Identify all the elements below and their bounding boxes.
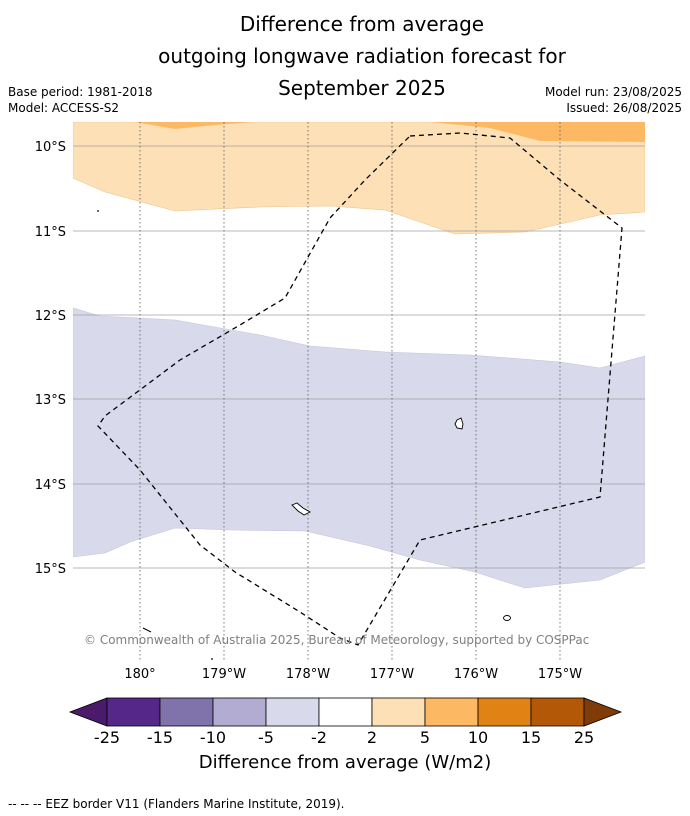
- lon-gridlines: [139, 122, 561, 660]
- lat-label-15s: 15°S: [35, 562, 66, 577]
- colorbar-segment-pos5: [424, 697, 479, 727]
- model-run: Model run: 23/08/2025: [544, 85, 682, 99]
- colorbar-segment-neg5: [265, 697, 320, 727]
- colorbar-tick: -25: [94, 728, 120, 747]
- lat-label-11s: 11°S: [35, 225, 66, 240]
- colorbar-tick: 10: [468, 728, 488, 747]
- meta-right: Model run: 23/08/2025 Issued: 26/08/2025: [545, 84, 682, 116]
- lon-label-176w: 176°W: [454, 667, 498, 682]
- negative-anomaly-region: [73, 307, 645, 589]
- meta-left: Base period: 1981-2018 Model: ACCESS-S2: [8, 84, 153, 116]
- island-koro: [454, 417, 464, 430]
- colorbar-segment-pos2: [371, 697, 426, 727]
- lon-label-179w: 179°W: [202, 667, 246, 682]
- positive-anomaly-light-region: [73, 122, 645, 235]
- colorbar-tick: -10: [200, 728, 226, 747]
- issued-date: Issued: 26/08/2025: [566, 101, 682, 115]
- colorbar-segment-pos15: [530, 697, 585, 727]
- colorbar-tick: 5: [420, 728, 430, 747]
- copyright-notice: © Commonwealth of Australia 2025, Bureau…: [84, 633, 590, 647]
- colorbar-ticks: -25 -15 -10 -5 -2 2 5 10 15 25: [94, 728, 594, 747]
- islet-northwest: [97, 210, 99, 212]
- title-line-3: September 2025: [278, 76, 446, 100]
- colorbar-segment-pos10: [477, 697, 532, 727]
- colorbar-segment-neg25: [106, 697, 161, 727]
- islet-south: [211, 658, 213, 660]
- title-line-1: Difference from average: [239, 12, 485, 36]
- lon-label-180: 180°: [124, 667, 155, 682]
- lat-label-10s: 10°S: [35, 140, 66, 155]
- lon-label-175w: 175°W: [538, 667, 582, 682]
- lat-labels: 10°S 11°S 12°S 13°S 14°S 15°S: [35, 140, 66, 577]
- colorbar-tick: 15: [521, 728, 541, 747]
- island-east: [503, 615, 511, 621]
- lat-label-12s: 12°S: [35, 309, 66, 324]
- colorbar-segment-neg15: [159, 697, 214, 727]
- lat-label-14s: 14°S: [35, 478, 66, 493]
- eez-border: [97, 132, 623, 646]
- lat-gridlines: [73, 145, 645, 569]
- island-southwest: [142, 627, 152, 633]
- colorbar-segment-min: [68, 697, 108, 727]
- title-line-2: outgoing longwave radiation forecast for: [158, 44, 566, 68]
- lat-label-13s: 13°S: [35, 393, 66, 408]
- colorbar-segment-max: [583, 697, 623, 727]
- map-area: [73, 122, 645, 660]
- lon-label-177w: 177°W: [370, 667, 414, 682]
- colorbar-tick: -2: [311, 728, 327, 747]
- base-period: Base period: 1981-2018: [8, 85, 153, 99]
- colorbar-tick: 25: [574, 728, 594, 747]
- lon-label-178w: 178°W: [286, 667, 330, 682]
- colorbar-tick: -15: [147, 728, 173, 747]
- eez-legend: -- -- -- EEZ border V11 (Flanders Marine…: [8, 797, 345, 811]
- colorbar-segment-neg10: [212, 697, 267, 727]
- positive-anomaly-dark-region-west: [135, 122, 255, 129]
- colorbar-tick: 2: [367, 728, 377, 747]
- colorbar: [68, 697, 623, 727]
- map-title: Difference from average outgoing longwav…: [0, 8, 690, 104]
- colorbar-tick: -5: [258, 728, 274, 747]
- positive-anomaly-dark-region-east: [375, 122, 645, 142]
- model-name: Model: ACCESS-S2: [8, 101, 120, 115]
- colorbar-label: Difference from average (W/m2): [198, 752, 492, 773]
- island-kadavu: [291, 502, 311, 516]
- lon-labels: 180° 179°W 178°W 177°W 176°W 175°W: [124, 667, 582, 682]
- colorbar-segment-neutral: [318, 697, 373, 727]
